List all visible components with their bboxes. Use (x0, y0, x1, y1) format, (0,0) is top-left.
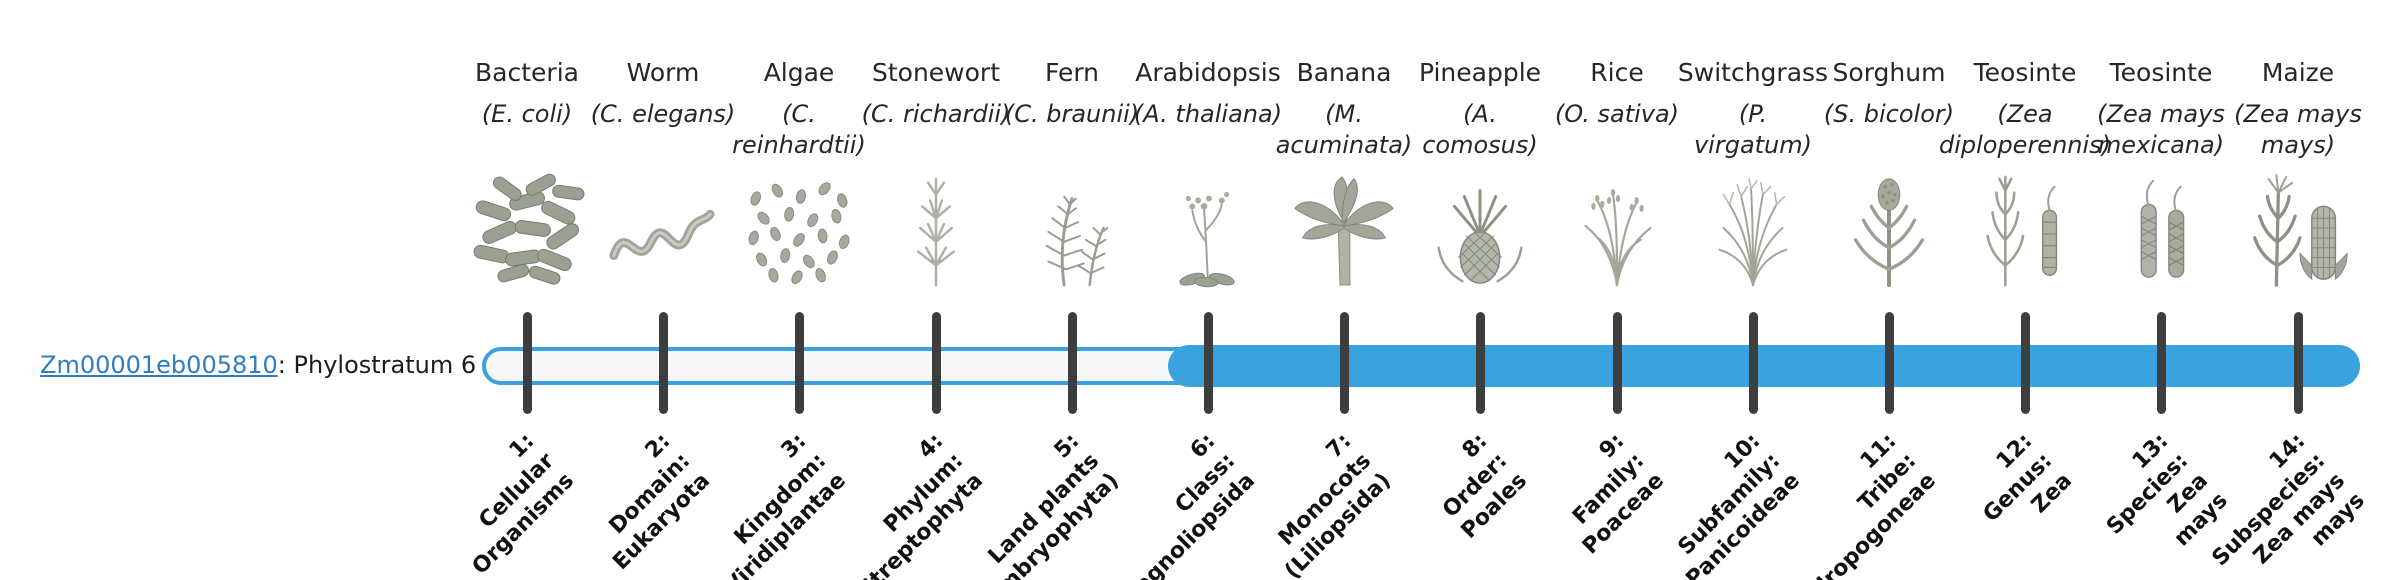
rice-icon (1558, 170, 1676, 290)
phylostratum-tick (1203, 312, 1213, 414)
organism-sci-name: (Zea diploperennis) (1938, 100, 2112, 159)
organism-name: Algae (763, 58, 835, 87)
organism-sci-name: (M. acuminata) (1275, 100, 1413, 159)
banana-icon (1285, 170, 1403, 290)
phylostratum-tick (1475, 312, 1485, 414)
organism-column: Worm (C. elegans) 2: Domain: Eukaryota (575, 0, 751, 580)
organism-column: Teosinte (Zea diploperennis) 12: Genus: … (1937, 0, 2113, 580)
organism-sci-name: (C. reinhardtii) (732, 100, 866, 159)
pineapple-icon (1421, 170, 1539, 290)
organism-name: Teosinte (1973, 58, 2077, 87)
fern-icon (1013, 170, 1131, 290)
organism-column: Maize (Zea mays mays) 14: Subspecies: Ze… (2208, 0, 2386, 580)
phylostratum-tick (2293, 312, 2303, 414)
organism-name: Rice (1590, 58, 1644, 87)
organism-name: Arabidopsis (1135, 58, 1281, 87)
organism-name: Bacteria (475, 58, 579, 87)
phylostratum-tick (1339, 312, 1349, 414)
organism-column: Switchgrass (P. virgatum) 10: Subfamily:… (1665, 0, 1841, 580)
sorghum-icon (1830, 170, 1948, 290)
organism-sci-name: (A. thaliana) (1133, 100, 1283, 128)
organism-sci-name: (O. sativa) (1554, 100, 1680, 128)
organism-name: Maize (2261, 58, 2335, 87)
phylostratum-tick (794, 312, 804, 414)
organism-column: Arabidopsis (A. thaliana) 6: Class: Magn… (1115, 0, 1296, 580)
phylostratum-tick (1612, 312, 1622, 414)
organism-sci-name: (A. comosus) (1422, 100, 1538, 159)
organism-column: Banana (M. acuminata) 7: Monocots (Lilio… (1256, 0, 1432, 580)
organism-column: Sorghum (S. bicolor) 11: Tribe: Andropog… (1784, 0, 1977, 580)
arabidopsis-icon (1149, 170, 1267, 290)
organism-name: Stonewort (871, 58, 1000, 87)
organism-sci-name: (P. virgatum) (1693, 100, 1813, 159)
organism-column: Bacteria (E. coli) 1: Cellular Organisms (439, 0, 615, 580)
teosinte-diploperennis-icon (1966, 170, 2084, 290)
phylostratum-tick (1884, 312, 1894, 414)
teosinte-mexicana-icon (2102, 170, 2220, 290)
bacteria-icon (468, 170, 586, 290)
worm-icon (604, 170, 722, 290)
organism-name: Pineapple (1418, 58, 1542, 87)
organism-name: Fern (1044, 58, 1100, 87)
stonewort-icon (877, 170, 995, 290)
organism-name: Teosinte (2109, 58, 2213, 87)
gene-label: Zm00001eb005810: Phylostratum 6 (40, 351, 476, 379)
organism-sci-name: (Zea mays mays) (2234, 100, 2362, 159)
phylostratum-tick (2020, 312, 2030, 414)
organism-name: Switchgrass (1677, 58, 1829, 87)
organism-name: Sorghum (1832, 58, 1946, 87)
organism-name: Banana (1296, 58, 1392, 87)
organism-column: Pineapple (A. comosus) 8: Order: Poales (1392, 0, 1568, 580)
organism-sci-name: (C. elegans) (590, 100, 736, 128)
organism-column: Teosinte (Zea mays mexicana) 13: Species… (2073, 0, 2249, 580)
organism-sci-name: (C. richardii) (861, 100, 1011, 128)
organism-column: Algae (C. reinhardtii) 3: Kingdom: Virid… (711, 0, 887, 580)
organism-sci-name: (S. bicolor) (1823, 100, 1955, 128)
organism-column: Stonewort (C. richardii) 4: Phylum: Stre… (848, 0, 1024, 580)
phylostratum-tick (658, 312, 668, 414)
phylostratum-tick (1748, 312, 1758, 414)
organism-sci-name: (Zea mays mexicana) (2097, 100, 2225, 159)
gene-label-suffix: : Phylostratum 6 (277, 351, 477, 379)
phylostratum-tick (2156, 312, 2166, 414)
phylostratum-tick (522, 312, 532, 414)
organism-sci-name: (E. coli) (481, 100, 573, 128)
organism-name: Worm (626, 58, 700, 87)
maize-icon (2239, 170, 2357, 290)
phylostratum-tick (931, 312, 941, 414)
gene-link[interactable]: Zm00001eb005810 (40, 351, 278, 379)
switchgrass-icon (1694, 170, 1812, 290)
organism-sci-name: (C. braunii) (1004, 100, 1140, 128)
organism-column: Fern (C. braunii) 5: Land plants (Embryo… (975, 0, 1160, 580)
algae-icon (740, 170, 858, 290)
organism-column: Rice (O. sativa) 9: Family: Poaceae (1529, 0, 1705, 580)
phylostratum-tick (1067, 312, 1077, 414)
